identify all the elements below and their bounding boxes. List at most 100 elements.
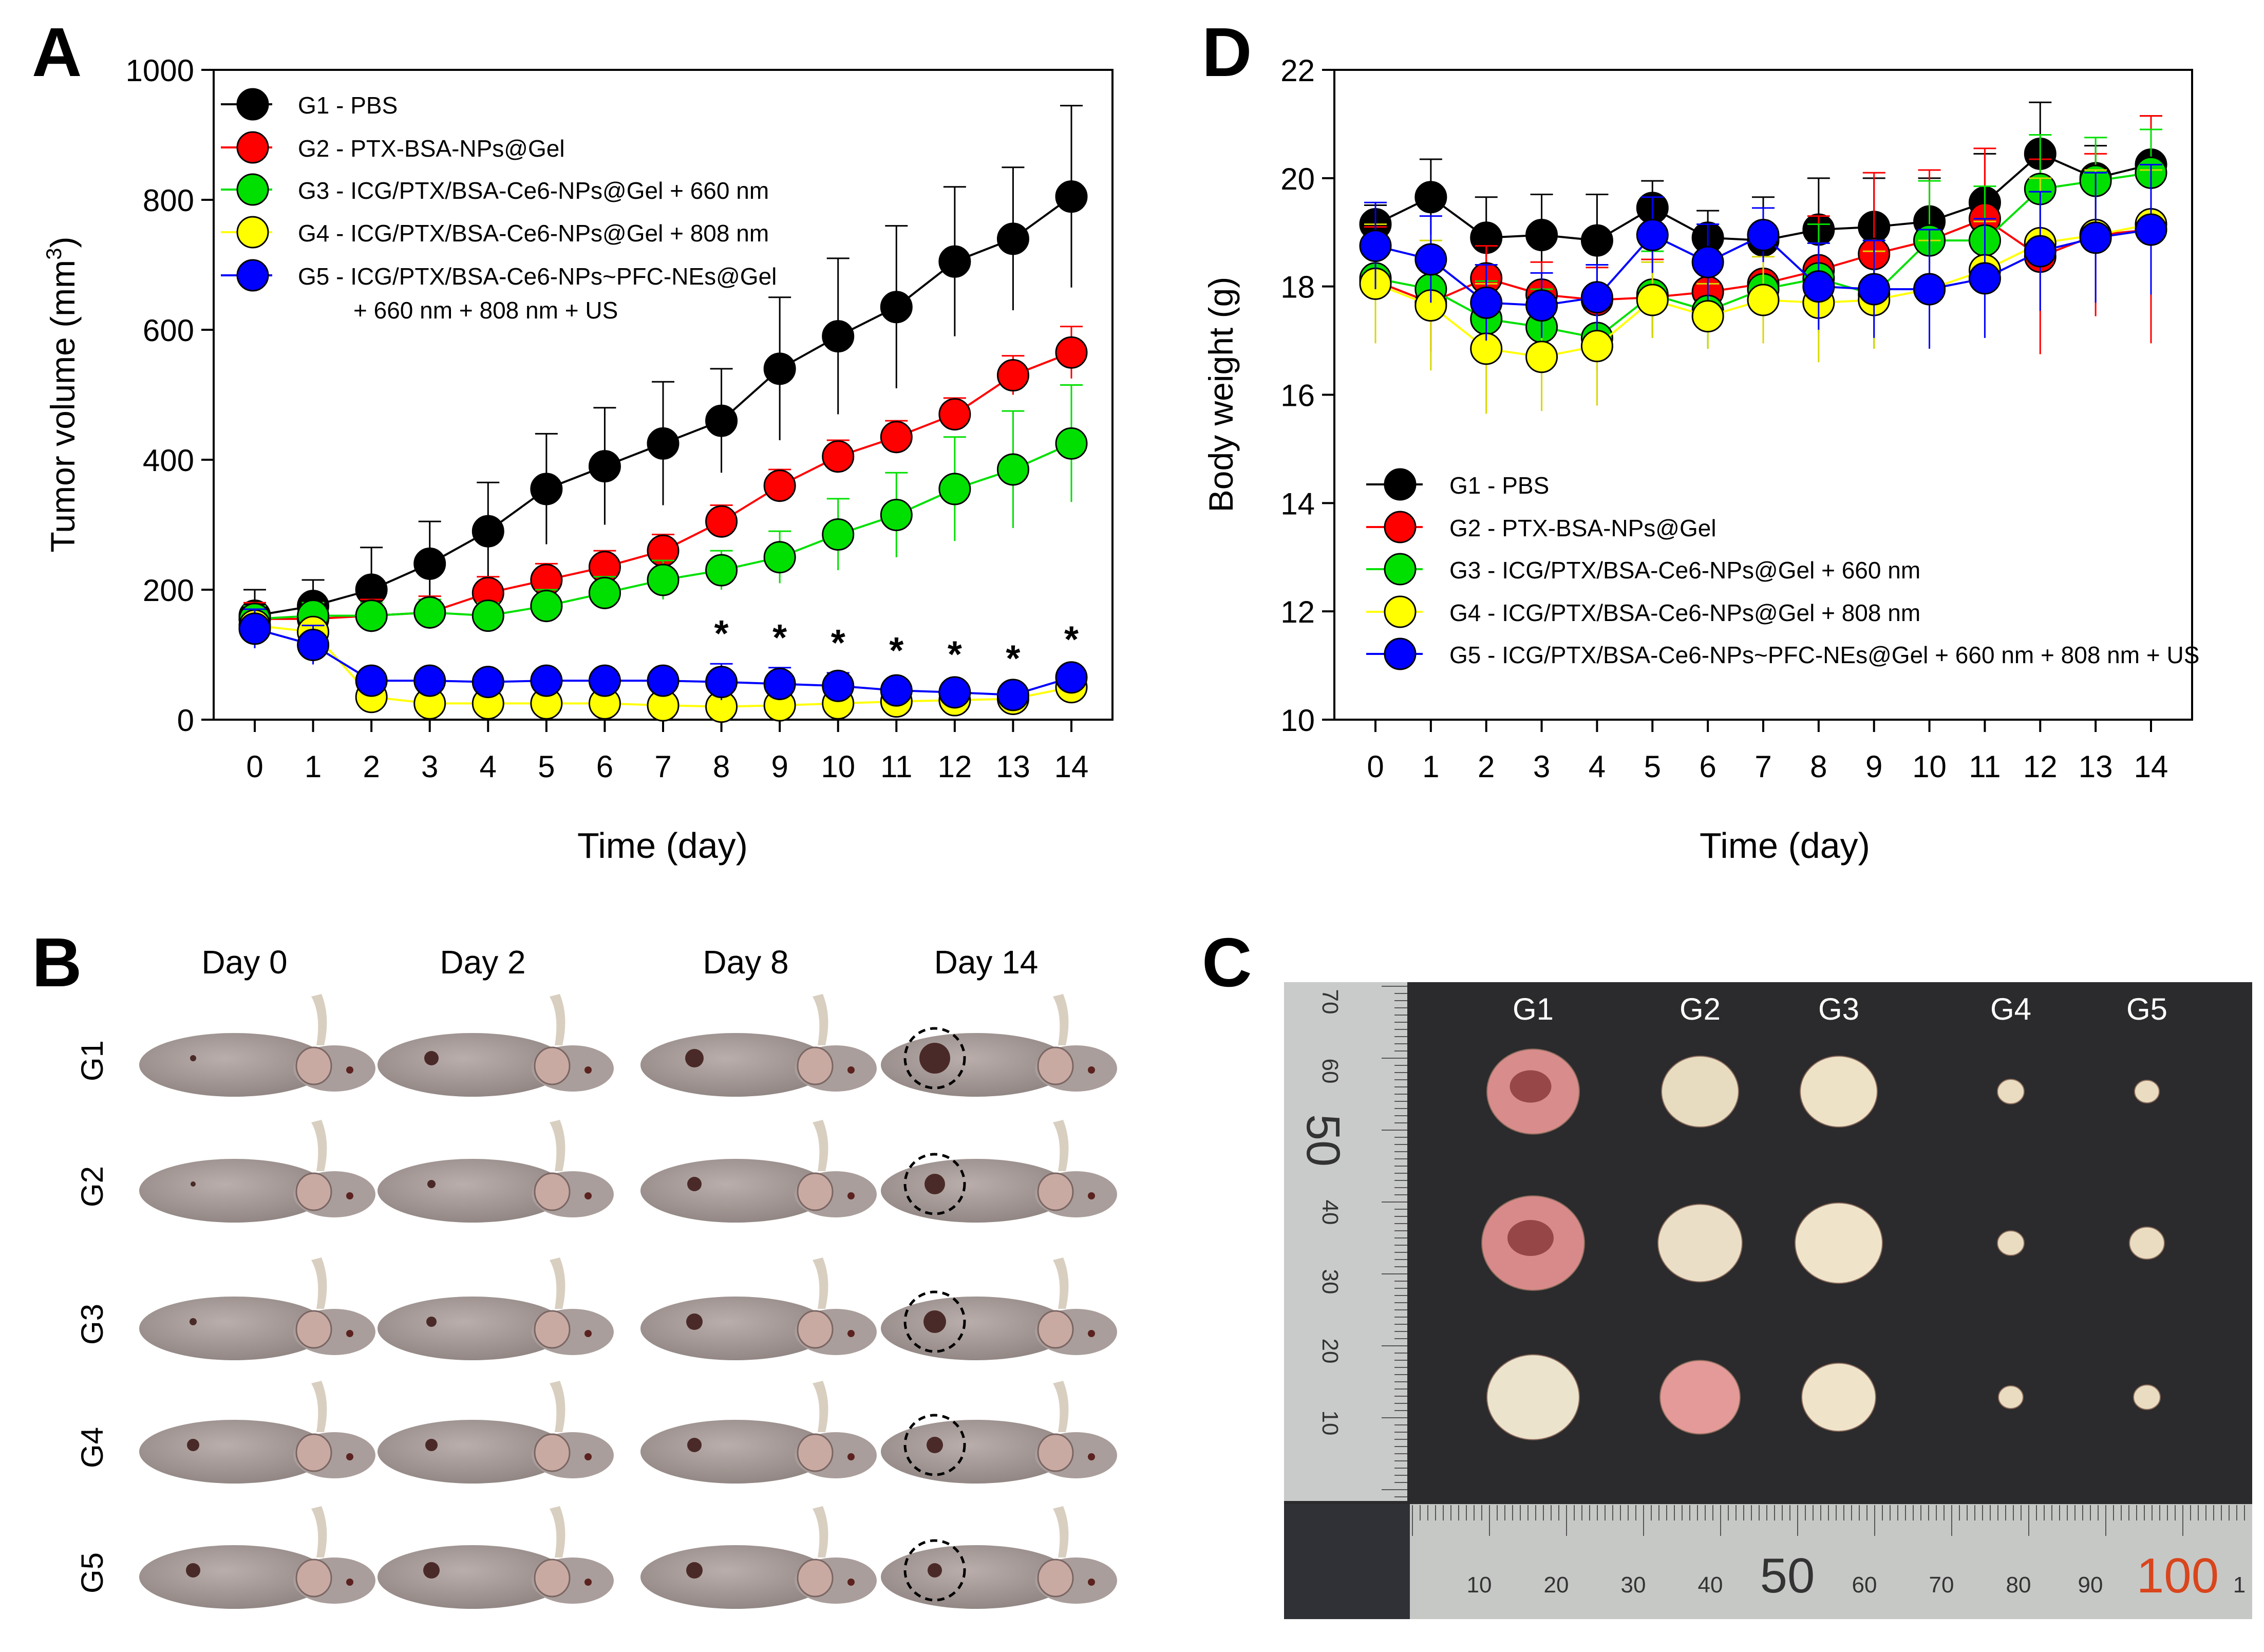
data-point-g5 [763,667,796,700]
mouse-eye [584,1330,592,1337]
mouse-eye [346,1330,353,1337]
data-point-g3 [647,564,680,596]
mouse-tail [311,1381,327,1432]
chart-d-ylabel: Body weight (g) [1202,277,1240,513]
data-point-g3 [996,453,1029,486]
left-ruler-label: 20 [1317,1339,1343,1364]
y-tick-label: 18 [1280,270,1315,305]
mouse-photo [881,994,1117,1097]
mouse-tail [311,1120,327,1171]
tumor-necrosis [1507,1220,1554,1256]
mouse-tail [813,1506,828,1557]
legend-label-g5: G5 - ICG/PTX/BSA-Ce6-NPs~PFC-NEs@Gel + 6… [1449,642,2199,668]
mouse-body [378,1159,568,1223]
group-row-label: G2 [75,1166,109,1207]
mouse-eye [1088,1192,1095,1199]
data-point-g1 [1055,180,1088,213]
mouse-photo [640,1381,877,1484]
bottom-ruler-label: 70 [1929,1572,1954,1598]
mouse-body [139,1033,329,1097]
mouse-eye [847,1453,855,1460]
mouse-tail [1053,994,1069,1045]
tumor-spot [687,1438,702,1452]
data-point-g1 [1414,181,1447,214]
legend-marker-g1 [1384,468,1417,501]
mouse-body [139,1159,329,1223]
bottom-ruler-label: 20 [1544,1572,1569,1598]
data-point-g5 [1470,286,1503,319]
data-point-g3 [355,599,388,632]
mouse-body [881,1420,1071,1484]
bottom-ruler-label: 100 [2137,1548,2219,1603]
panel-label-b: B [32,924,82,1001]
y-tick-label: 1000 [126,53,194,88]
y-tick-label: 16 [1280,379,1315,413]
mouse-tail [813,1381,828,1432]
tumor-spot [686,1313,703,1330]
y-tick-label: 14 [1280,486,1315,521]
mouse-photo [139,1257,375,1360]
data-point-g5 [1968,262,2001,295]
data-point-g1 [763,352,796,385]
mouse-photo [881,1257,1117,1360]
x-tick-label: 3 [1533,749,1550,784]
excised-tumor-photo: 70 60 50 40 30 20 10 10 20 30 40 50 60 70 80 90 100 1 G1… [1284,982,2252,1619]
tumor-specimen [1486,1354,1580,1440]
mouse-ear [797,1559,834,1598]
x-tick-label: 9 [1865,749,1882,784]
chart-a-ylabel: Tumor volume (mm3) [42,237,82,553]
tumor-spot [427,1180,436,1188]
legend-label-g2: G2 - PTX-BSA-NPs@Gel [298,135,565,162]
data-point-g3 [763,541,796,574]
mouse-ear [534,1433,571,1472]
day-column-label: Day 14 [934,944,1039,981]
tumor-specimen [2134,1079,2160,1104]
data-point-g1 [530,473,563,505]
tumor-specimen [1998,1385,2024,1410]
x-tick-label: 2 [363,749,380,784]
mouse-eye [847,1330,855,1337]
mouse-tail [550,1506,565,1557]
tumor-spot [187,1439,199,1451]
data-point-g1 [822,320,855,353]
data-point-g5 [1580,281,1613,314]
data-point-g4 [1580,330,1613,363]
significance-star: * [889,630,903,671]
series-g5 [1359,163,2167,349]
mouse-body [640,1545,831,1609]
mouse-photo [139,1506,375,1609]
legend-label-g4: G4 - ICG/PTX/BSA-Ce6-NPs@Gel + 808 nm [1449,599,1920,626]
tumor-group-label: G5 [2126,992,2167,1026]
tumor-specimen [1659,1360,1741,1435]
bottom-ruler-label: 90 [2078,1572,2103,1598]
data-point-g2 [880,421,913,454]
mouse-eye [346,1453,353,1460]
data-point-g2 [1055,336,1088,369]
data-point-g1 [880,291,913,324]
x-tick-label: 14 [1054,749,1089,784]
tumor-highlight-circle [903,1539,966,1602]
data-point-g4 [1747,284,1780,316]
mouse-photo [881,1120,1117,1223]
data-point-g3 [938,473,971,505]
mouse-ear [534,1310,571,1349]
mouse-eye [584,1066,592,1074]
group-row-label: G3 [75,1304,109,1345]
mouse-body [378,1545,568,1609]
data-point-g5 [471,666,504,699]
tumor-specimen [1657,1204,1743,1283]
mouse-photo [378,1506,614,1609]
y-tick-label: 12 [1280,595,1315,629]
legend-marker-g3 [236,173,269,206]
data-point-g5 [996,679,1029,711]
tumor-spot [190,1055,196,1061]
tumor-specimen [2129,1226,2165,1260]
legend-label-g1: G1 - PBS [298,92,398,119]
data-point-g5 [355,664,388,697]
mouse-ear [534,1559,571,1598]
data-point-g1 [1525,219,1558,252]
chart-d-legend: G1 - PBS G2 - PTX-BSA-NPs@Gel G3 - ICG/PTX… [1366,468,2199,670]
series-g5 [238,608,1088,711]
group-row-label: G1 [75,1040,109,1081]
tumor-spot [686,1562,703,1579]
